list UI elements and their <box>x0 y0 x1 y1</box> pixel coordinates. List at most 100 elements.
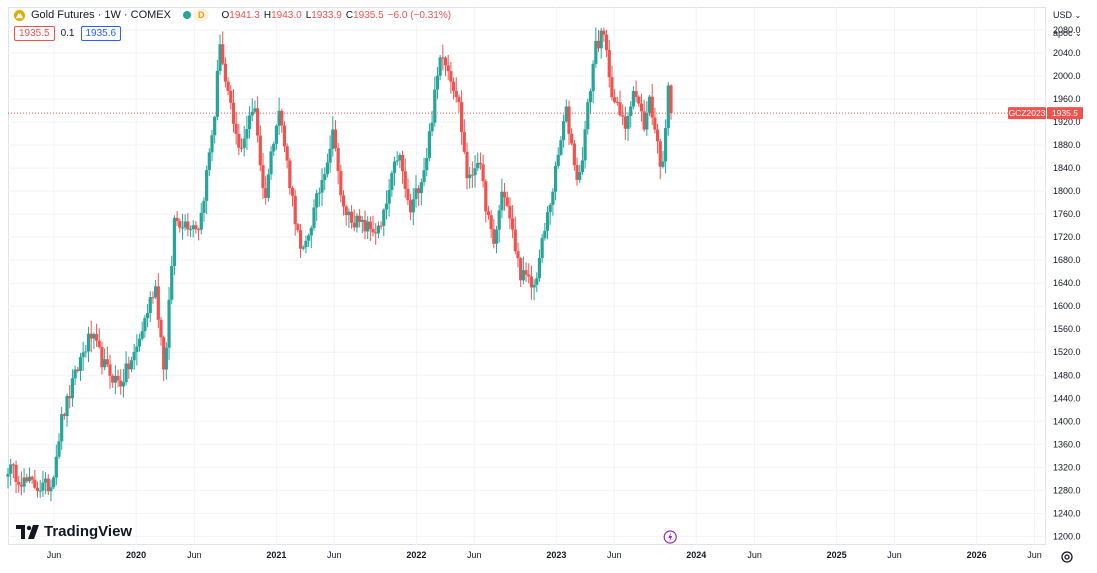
candle <box>564 99 568 123</box>
candle <box>586 98 590 135</box>
candle <box>186 213 190 237</box>
candle <box>207 148 211 176</box>
candle <box>328 135 332 173</box>
candle <box>229 85 233 110</box>
candle-body <box>159 319 163 338</box>
candle <box>591 60 595 104</box>
candle <box>156 273 160 329</box>
candle-body <box>288 160 292 189</box>
candle <box>666 82 670 136</box>
candle <box>352 209 356 232</box>
candle-body <box>113 375 117 383</box>
candle-body <box>172 217 177 267</box>
candle-body <box>403 171 407 189</box>
candle <box>358 208 362 228</box>
candle-body <box>556 154 560 166</box>
event-lightning-icon[interactable] <box>663 530 677 544</box>
candle <box>639 93 644 122</box>
candle <box>325 153 330 178</box>
candle <box>86 326 91 363</box>
candle <box>60 407 64 450</box>
candle <box>556 147 560 169</box>
candle-body <box>328 148 332 163</box>
candle <box>599 27 603 59</box>
candle-body <box>484 181 488 212</box>
candle-body <box>607 50 611 78</box>
candle-body <box>84 351 88 353</box>
x-tick-label: Jun <box>607 550 622 560</box>
candle <box>35 481 40 498</box>
candle-body <box>68 395 72 399</box>
candle <box>282 121 287 153</box>
candle-body <box>521 270 525 281</box>
buy-price-button[interactable]: 1935.6 <box>80 26 122 41</box>
candle-body <box>290 188 295 196</box>
x-tick-label: Jun <box>327 550 342 560</box>
candle-body <box>191 225 195 230</box>
candle <box>454 77 458 103</box>
high-value: 1943.0 <box>271 9 302 21</box>
candle-body <box>132 351 136 361</box>
candle <box>505 191 509 208</box>
candle-body <box>392 161 397 174</box>
brand-name: TradingView <box>44 523 133 540</box>
candle <box>344 204 348 226</box>
candle <box>103 348 107 371</box>
candle-body <box>650 96 654 118</box>
market-status[interactable]: D <box>182 9 210 21</box>
candle <box>527 263 531 284</box>
candle-body <box>307 235 311 241</box>
candle <box>500 178 504 219</box>
currency-selector[interactable]: USD ⌄ <box>1053 10 1081 20</box>
candle-body <box>664 128 668 162</box>
plot-area[interactable] <box>8 7 1046 545</box>
candle <box>658 138 662 180</box>
candle <box>237 124 241 156</box>
candle-body <box>465 151 469 179</box>
candle <box>532 279 536 301</box>
candle <box>626 112 630 141</box>
close-value: 1935.5 <box>353 9 384 21</box>
candle-body <box>586 102 590 130</box>
candle <box>513 216 517 255</box>
candle <box>250 98 254 122</box>
candle-body <box>164 347 168 370</box>
candle <box>312 199 316 231</box>
candle-body <box>360 219 364 222</box>
y-tick-label: 1560.0 <box>1053 324 1081 334</box>
candle-body <box>221 44 225 64</box>
scale-selector[interactable]: арос ⌄ <box>1053 28 1082 38</box>
candle-body <box>178 221 182 228</box>
candle <box>387 179 391 217</box>
candle <box>323 167 327 191</box>
candle <box>239 138 244 153</box>
y-tick-label: 1960.0 <box>1053 94 1081 104</box>
candle-body <box>513 229 517 252</box>
candle <box>27 467 32 484</box>
candle <box>119 369 123 395</box>
tradingview-logo[interactable]: TradingView <box>16 523 132 540</box>
candle <box>395 151 399 166</box>
candle <box>355 213 359 233</box>
candle-body <box>430 122 434 132</box>
candle <box>49 479 53 502</box>
candle <box>631 86 636 110</box>
candle <box>478 152 483 170</box>
y-tick-label: 1400.0 <box>1053 416 1081 426</box>
candle-body <box>274 125 279 144</box>
settings-gear-icon[interactable] <box>1060 550 1074 564</box>
candle <box>529 265 534 300</box>
symbol-title[interactable]: Gold Futures · 1W · COMEX <box>31 9 171 21</box>
candle-body <box>301 247 305 249</box>
candle-body <box>210 135 214 153</box>
candle <box>221 31 225 66</box>
candle-body <box>637 96 641 104</box>
candle <box>317 187 321 207</box>
candle-body <box>258 135 262 166</box>
sell-price-button[interactable]: 1935.5 <box>14 26 55 41</box>
candle-body <box>411 199 415 213</box>
candle-body <box>30 476 34 480</box>
candle-body <box>398 155 402 161</box>
candle-body <box>524 270 528 275</box>
